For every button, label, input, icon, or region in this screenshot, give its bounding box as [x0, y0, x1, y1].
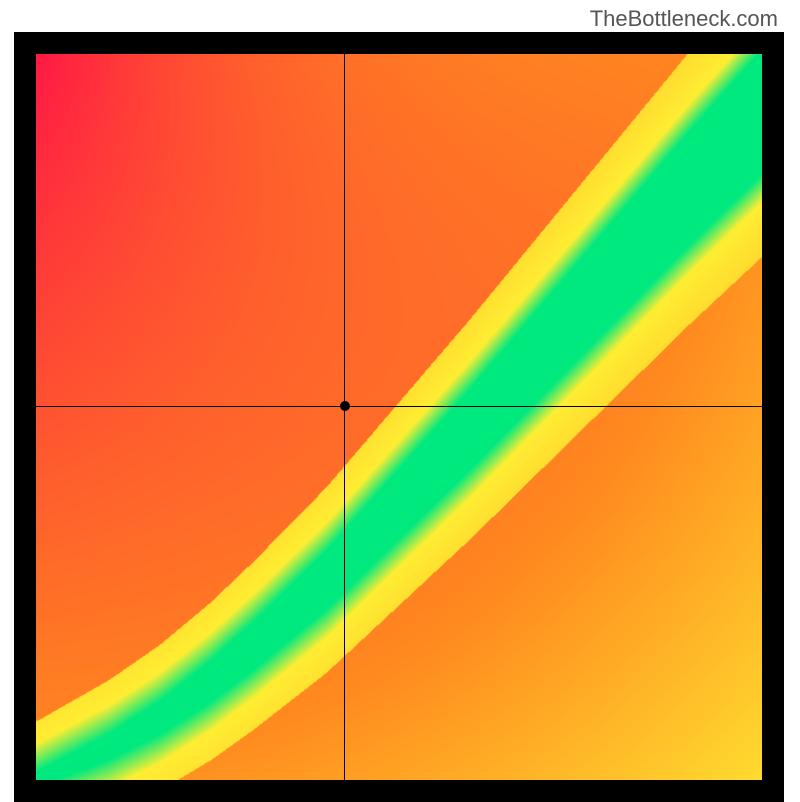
- heatmap-plot: [36, 54, 762, 780]
- crosshair-marker: [340, 401, 350, 411]
- chart-border: [14, 32, 784, 802]
- watermark-text: TheBottleneck.com: [590, 6, 778, 32]
- crosshair-vertical: [344, 54, 345, 780]
- crosshair-horizontal: [36, 406, 762, 407]
- heatmap-canvas: [36, 54, 762, 780]
